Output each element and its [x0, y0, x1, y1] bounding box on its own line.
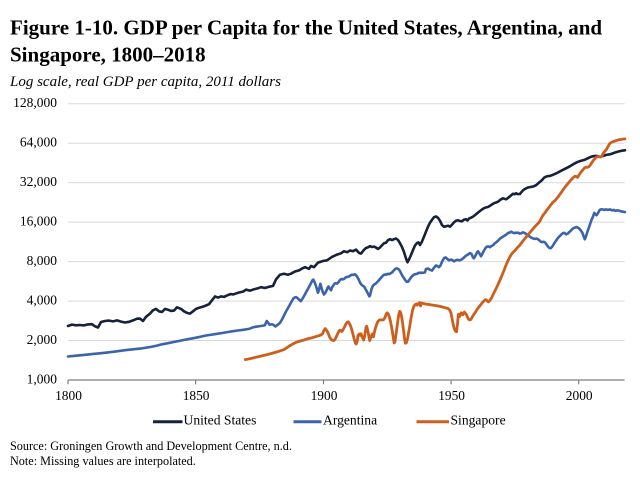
svg-text:Note: Missing values are inter: Note: Missing values are interpolated. [10, 454, 196, 468]
svg-text:Singapore, 1800–2018: Singapore, 1800–2018 [10, 43, 206, 67]
svg-text:4,000: 4,000 [27, 293, 58, 308]
svg-text:1900: 1900 [311, 388, 338, 403]
svg-text:1800: 1800 [55, 388, 82, 403]
svg-text:Figure 1-10. GDP per Capita fo: Figure 1-10. GDP per Capita for the Unit… [10, 16, 602, 40]
svg-text:United States: United States [184, 413, 257, 428]
svg-text:64,000: 64,000 [20, 135, 57, 150]
svg-text:Argentina: Argentina [323, 413, 377, 428]
svg-text:8,000: 8,000 [27, 253, 58, 268]
svg-text:1850: 1850 [183, 388, 210, 403]
svg-text:1950: 1950 [438, 388, 465, 403]
svg-text:2000: 2000 [566, 388, 593, 403]
svg-text:32,000: 32,000 [20, 174, 57, 189]
svg-text:128,000: 128,000 [13, 95, 57, 110]
svg-text:Source: Groningen Growth and D: Source: Groningen Growth and Development… [10, 439, 292, 453]
svg-text:2,000: 2,000 [27, 332, 58, 347]
svg-text:1,000: 1,000 [27, 371, 58, 386]
svg-text:Singapore: Singapore [451, 413, 506, 428]
svg-text:16,000: 16,000 [20, 214, 57, 229]
svg-text:Log scale, real GDP per capita: Log scale, real GDP per capita, 2011 dol… [9, 74, 281, 90]
